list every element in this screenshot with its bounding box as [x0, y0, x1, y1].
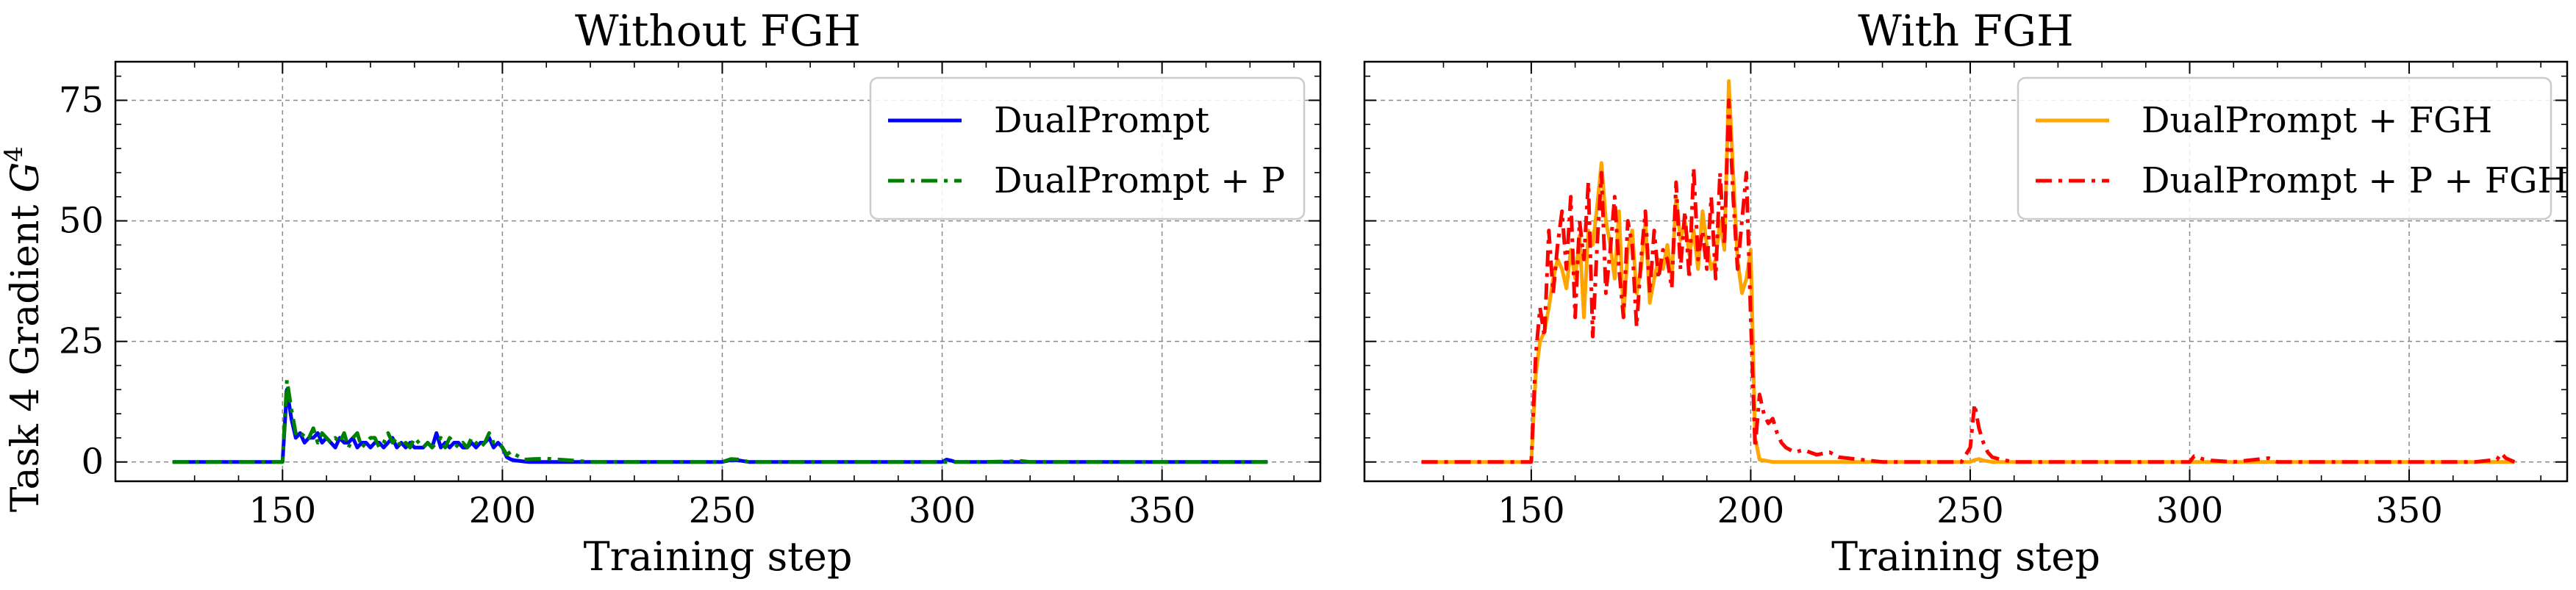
y-axis-label-main: Task 4 Gradient	[4, 193, 48, 512]
legend: DualPrompt + FGH DualPrompt + P + FGH	[2017, 76, 2568, 220]
axes-frame	[1363, 60, 2569, 483]
x-tick-label: 250	[689, 490, 756, 531]
series-line	[1421, 98, 2516, 464]
y-tick-label: 50	[59, 201, 104, 242]
series-line	[172, 387, 1268, 464]
x-tick-label: 300	[2156, 490, 2224, 531]
legend-label: DualPrompt + P + FGH	[2142, 160, 2568, 201]
x-axis-label: Training step	[1831, 533, 2100, 580]
x-tick-label: 350	[2375, 490, 2443, 531]
legend-label: DualPrompt	[994, 100, 1209, 141]
y-tick-label: 0	[81, 442, 104, 483]
axes: 150 200 250 300 350 0 25 50 75	[59, 60, 1322, 531]
x-tick-label: 150	[248, 490, 316, 531]
chart-title: With FGH	[1858, 6, 2073, 56]
x-tick-label: 300	[909, 490, 976, 531]
x-tick-label: 200	[469, 490, 537, 531]
chart-panel-without-fgh: 150 200 250 300 350 0 25 50 75 Without FGH Train…	[59, 6, 1322, 580]
legend-box	[869, 76, 1306, 220]
legend-label: DualPrompt + FGH	[2142, 100, 2492, 141]
legend-box	[2017, 76, 2552, 220]
legend: DualPrompt DualPrompt + P	[869, 76, 1306, 220]
y-axis-label-symbol: G	[4, 162, 48, 193]
plot-area	[172, 378, 1268, 464]
y-tick-label: 25	[59, 321, 104, 362]
x-axis-label: Training step	[584, 533, 853, 580]
series-line	[172, 378, 1268, 464]
x-tick-label: 200	[1717, 490, 1785, 531]
plot-area	[1421, 79, 2516, 464]
x-tick-label: 150	[1498, 490, 1565, 531]
x-tick-label: 350	[1128, 490, 1196, 531]
y-axis-label: Task 4 Gradient G4	[0, 146, 48, 512]
axes-frame	[114, 60, 1322, 483]
y-axis-label-superscript: 4	[0, 146, 29, 162]
legend-label: DualPrompt + P	[994, 160, 1285, 201]
x-tick-label: 250	[1936, 490, 2004, 531]
chart-title: Without FGH	[575, 6, 861, 56]
chart-panel-with-fgh: 150 200 250 300 350 With FGH Training step D…	[1363, 6, 2569, 580]
axes: 150 200 250 300 350	[1363, 60, 2569, 531]
y-tick-label: 75	[59, 80, 104, 121]
